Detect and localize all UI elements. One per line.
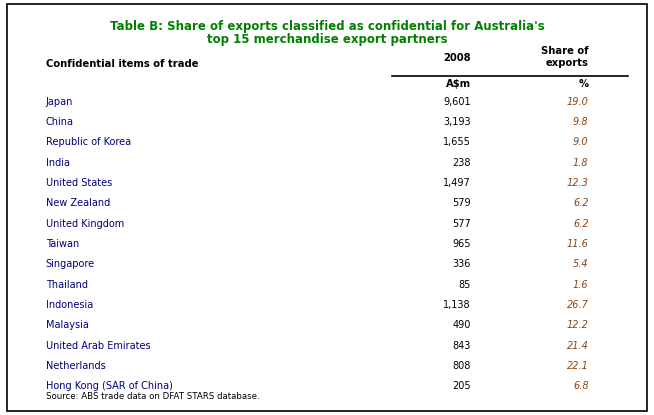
Text: Singapore: Singapore <box>46 259 95 269</box>
Text: 9,601: 9,601 <box>443 97 471 107</box>
Text: 336: 336 <box>453 259 471 269</box>
Text: Share of
exports: Share of exports <box>541 46 589 68</box>
Text: New Zealand: New Zealand <box>46 198 110 208</box>
Text: 808: 808 <box>453 361 471 371</box>
Text: Malaysia: Malaysia <box>46 320 89 330</box>
Text: China: China <box>46 117 74 127</box>
Text: 6.8: 6.8 <box>573 381 589 391</box>
Text: 9.0: 9.0 <box>573 137 589 147</box>
Text: 12.3: 12.3 <box>567 178 589 188</box>
Text: Japan: Japan <box>46 97 73 107</box>
FancyBboxPatch shape <box>7 4 647 411</box>
Text: Netherlands: Netherlands <box>46 361 105 371</box>
Text: 11.6: 11.6 <box>567 239 589 249</box>
Text: Source: ABS trade data on DFAT STARS database.: Source: ABS trade data on DFAT STARS dat… <box>46 392 260 401</box>
Text: Confidential items of trade: Confidential items of trade <box>46 59 198 69</box>
Text: Table B: Share of exports classified as confidential for Australia's: Table B: Share of exports classified as … <box>110 20 544 34</box>
Text: 9.8: 9.8 <box>573 117 589 127</box>
Text: Hong Kong (SAR of China): Hong Kong (SAR of China) <box>46 381 173 391</box>
Text: 1.8: 1.8 <box>573 158 589 168</box>
Text: 1.6: 1.6 <box>573 280 589 290</box>
Text: 19.0: 19.0 <box>567 97 589 107</box>
Text: United Kingdom: United Kingdom <box>46 219 124 229</box>
Text: top 15 merchandise export partners: top 15 merchandise export partners <box>207 33 447 46</box>
Text: 965: 965 <box>453 239 471 249</box>
Text: 26.7: 26.7 <box>567 300 589 310</box>
Text: Taiwan: Taiwan <box>46 239 79 249</box>
Text: 1,655: 1,655 <box>443 137 471 147</box>
Text: A$m: A$m <box>446 79 471 89</box>
Text: 5.4: 5.4 <box>573 259 589 269</box>
Text: 579: 579 <box>453 198 471 208</box>
Text: 21.4: 21.4 <box>567 341 589 351</box>
Text: India: India <box>46 158 70 168</box>
Text: 6.2: 6.2 <box>573 219 589 229</box>
Text: 1,138: 1,138 <box>443 300 471 310</box>
Text: 843: 843 <box>453 341 471 351</box>
Text: Republic of Korea: Republic of Korea <box>46 137 131 147</box>
Text: 3,193: 3,193 <box>443 117 471 127</box>
Text: %: % <box>579 79 589 89</box>
Text: 6.2: 6.2 <box>573 198 589 208</box>
Text: 1,497: 1,497 <box>443 178 471 188</box>
Text: Thailand: Thailand <box>46 280 88 290</box>
Text: 2008: 2008 <box>443 53 471 63</box>
Text: United States: United States <box>46 178 112 188</box>
Text: 490: 490 <box>453 320 471 330</box>
Text: 85: 85 <box>458 280 471 290</box>
Text: Indonesia: Indonesia <box>46 300 93 310</box>
Text: United Arab Emirates: United Arab Emirates <box>46 341 150 351</box>
Text: 12.2: 12.2 <box>567 320 589 330</box>
Text: 577: 577 <box>452 219 471 229</box>
Text: 22.1: 22.1 <box>567 361 589 371</box>
Text: 205: 205 <box>453 381 471 391</box>
Text: 238: 238 <box>453 158 471 168</box>
